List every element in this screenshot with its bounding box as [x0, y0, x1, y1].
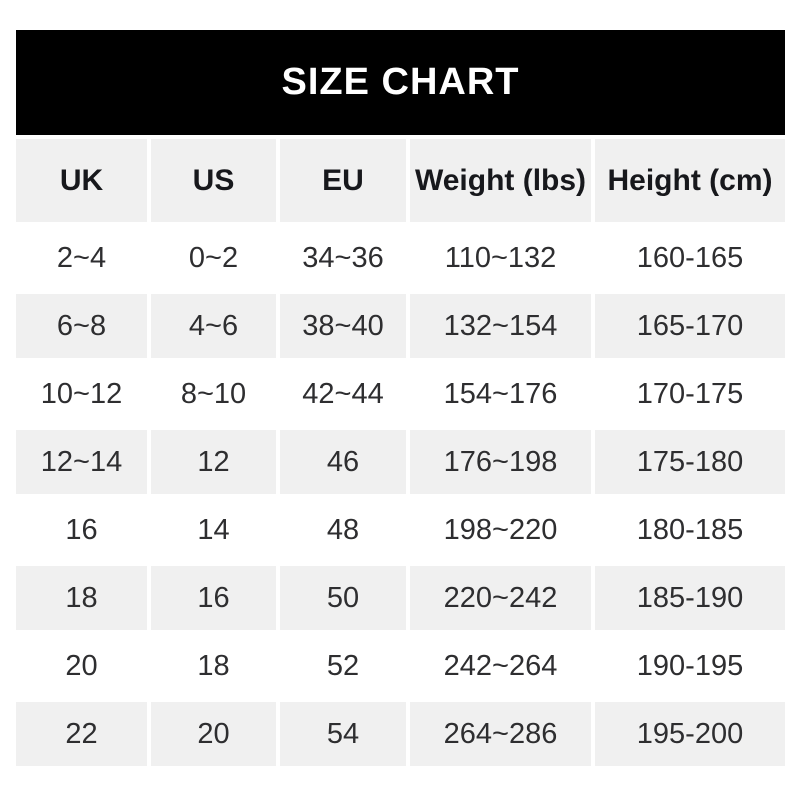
table-row: 6~8 4~6 38~40 132~154 165-170: [16, 294, 785, 358]
table-cell: 34~36: [280, 226, 406, 290]
table-row: 22 20 54 264~286 195-200: [16, 702, 785, 766]
table-cell: 54: [280, 702, 406, 766]
col-header-eu: EU: [280, 139, 406, 222]
table-row: 2~4 0~2 34~36 110~132 160-165: [16, 226, 785, 290]
table-cell: 52: [280, 634, 406, 698]
size-chart: SIZE CHART UK US EU Weight (lbs) Height …: [12, 26, 789, 770]
table-cell: 12: [151, 430, 276, 494]
table-cell: 18: [16, 566, 147, 630]
table-cell: 175-180: [595, 430, 785, 494]
table-row: 10~12 8~10 42~44 154~176 170-175: [16, 362, 785, 426]
table-cell: 48: [280, 498, 406, 562]
table-cell: 160-165: [595, 226, 785, 290]
size-chart-table: SIZE CHART UK US EU Weight (lbs) Height …: [12, 26, 789, 770]
table-row: 12~14 12 46 176~198 175-180: [16, 430, 785, 494]
table-cell: 18: [151, 634, 276, 698]
table-cell: 195-200: [595, 702, 785, 766]
table-cell: 22: [16, 702, 147, 766]
table-cell: 0~2: [151, 226, 276, 290]
table-cell: 198~220: [410, 498, 591, 562]
table-cell: 4~6: [151, 294, 276, 358]
col-header-weight: Weight (lbs): [410, 139, 591, 222]
table-cell: 132~154: [410, 294, 591, 358]
table-cell: 165-170: [595, 294, 785, 358]
table-row: 20 18 52 242~264 190-195: [16, 634, 785, 698]
table-cell: 2~4: [16, 226, 147, 290]
table-cell: 50: [280, 566, 406, 630]
table-row: 18 16 50 220~242 185-190: [16, 566, 785, 630]
col-header-us: US: [151, 139, 276, 222]
chart-title: SIZE CHART: [16, 30, 785, 135]
header-row: UK US EU Weight (lbs) Height (cm): [16, 139, 785, 222]
table-row: 16 14 48 198~220 180-185: [16, 498, 785, 562]
table-cell: 38~40: [280, 294, 406, 358]
table-cell: 176~198: [410, 430, 591, 494]
table-cell: 190-195: [595, 634, 785, 698]
table-cell: 12~14: [16, 430, 147, 494]
col-header-height: Height (cm): [595, 139, 785, 222]
table-cell: 42~44: [280, 362, 406, 426]
table-cell: 264~286: [410, 702, 591, 766]
table-cell: 16: [16, 498, 147, 562]
table-cell: 242~264: [410, 634, 591, 698]
table-cell: 170-175: [595, 362, 785, 426]
table-cell: 8~10: [151, 362, 276, 426]
table-cell: 14: [151, 498, 276, 562]
table-cell: 16: [151, 566, 276, 630]
banner-row: SIZE CHART: [16, 30, 785, 135]
table-cell: 180-185: [595, 498, 785, 562]
table-cell: 185-190: [595, 566, 785, 630]
table-cell: 220~242: [410, 566, 591, 630]
table-cell: 20: [151, 702, 276, 766]
table-cell: 6~8: [16, 294, 147, 358]
table-cell: 20: [16, 634, 147, 698]
table-cell: 46: [280, 430, 406, 494]
col-header-uk: UK: [16, 139, 147, 222]
table-cell: 10~12: [16, 362, 147, 426]
table-cell: 154~176: [410, 362, 591, 426]
table-cell: 110~132: [410, 226, 591, 290]
